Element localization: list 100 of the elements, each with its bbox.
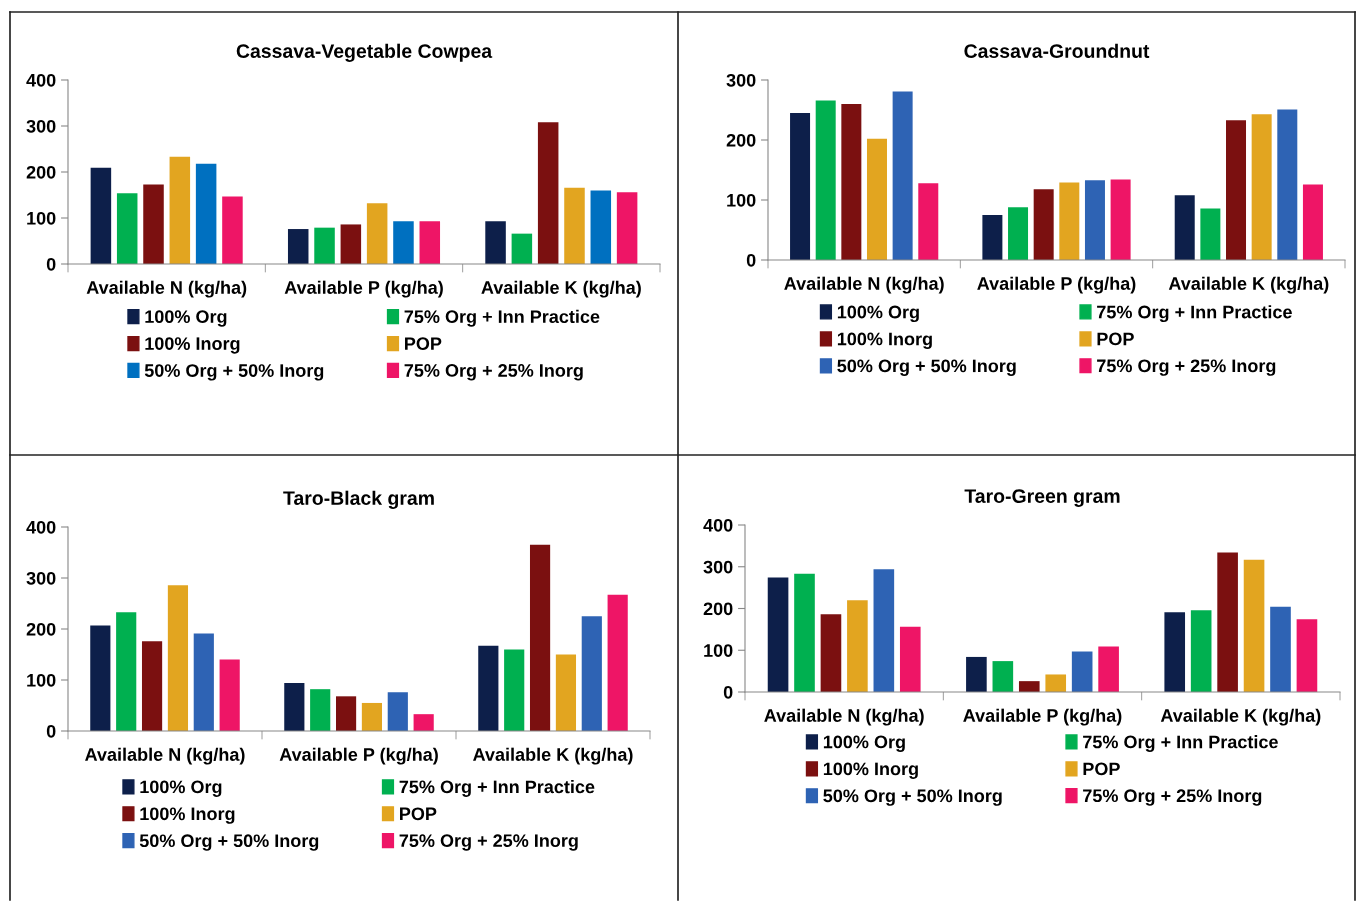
bar xyxy=(361,702,383,731)
bar xyxy=(504,649,525,731)
bar xyxy=(1045,674,1067,692)
y-tick-label: 100 xyxy=(727,193,756,207)
bar xyxy=(847,600,868,692)
legend-label: 100% Org xyxy=(823,735,905,752)
x-tick-label: Available K (kg/ha) xyxy=(1160,708,1321,726)
bar xyxy=(841,104,862,260)
bar xyxy=(193,633,214,731)
bar xyxy=(310,689,331,731)
bar xyxy=(284,683,305,731)
bar xyxy=(1110,179,1131,260)
bar xyxy=(393,221,414,264)
chart-title: Taro-Green gram xyxy=(964,489,1120,507)
legend-label: 75% Org + Inn Practice xyxy=(1097,305,1292,323)
legend-label: 75% Org + Inn Practice xyxy=(1083,735,1278,752)
chart-title: Cassava-Vegetable Cowpea xyxy=(236,43,493,62)
y-tick-label: 300 xyxy=(703,560,733,574)
x-tick-label: Available N (kg/ha) xyxy=(86,280,247,298)
bar xyxy=(1018,681,1040,692)
legend-label: POP xyxy=(1083,762,1120,776)
legend-label: 100% Org xyxy=(145,310,227,327)
chart-title: Cassava-Groundnut xyxy=(964,43,1150,58)
bar xyxy=(141,641,163,731)
legend-label: 100% Inorg xyxy=(823,762,918,779)
bar xyxy=(982,215,1003,260)
bar xyxy=(195,163,217,264)
y-tick-label: 0 xyxy=(46,257,56,271)
bar xyxy=(815,100,836,260)
bar xyxy=(1190,610,1212,692)
bar xyxy=(167,585,189,731)
y-tick-label: 100 xyxy=(27,673,56,687)
bar xyxy=(1277,109,1298,260)
x-tick-label: Available N (kg/ha) xyxy=(784,276,944,294)
y-tick-label: 200 xyxy=(26,622,56,636)
bar xyxy=(478,645,499,731)
y-tick-label: 300 xyxy=(26,119,56,133)
bar xyxy=(1243,559,1265,692)
legend-label: 100% Org xyxy=(837,305,919,323)
bar xyxy=(1164,612,1186,692)
y-tick-label: 300 xyxy=(726,73,756,87)
legend-label: 75% Org + 25% Inorg xyxy=(1083,789,1262,806)
bar xyxy=(918,183,939,260)
y-tick-label: 300 xyxy=(26,571,56,585)
bar xyxy=(1270,606,1291,692)
y-tick-label: 100 xyxy=(704,644,733,657)
bar xyxy=(116,193,138,264)
x-tick-label: Available P (kg/ha) xyxy=(279,747,438,765)
bar xyxy=(1302,184,1323,260)
bar xyxy=(1059,182,1080,260)
x-tick-label: Available K (kg/ha) xyxy=(1168,276,1329,294)
y-tick-label: 400 xyxy=(26,73,56,87)
bar xyxy=(219,659,240,731)
bar xyxy=(820,614,842,692)
bar xyxy=(790,113,811,260)
bar xyxy=(899,626,921,692)
bar xyxy=(314,227,335,264)
bar xyxy=(90,167,112,264)
bar xyxy=(1251,114,1272,260)
bar xyxy=(555,654,577,731)
bar xyxy=(581,616,602,731)
bar xyxy=(1084,180,1105,260)
bar xyxy=(616,192,638,264)
y-tick-label: 200 xyxy=(703,602,733,616)
x-tick-label: Available K (kg/ha) xyxy=(481,280,641,298)
legend-label: 75% Org + 25% Inorg xyxy=(1097,359,1276,376)
bar xyxy=(169,156,191,264)
bar xyxy=(1008,207,1029,260)
legend-label: 50% Org + 50% Inorg xyxy=(823,789,1002,806)
x-tick-label: Available P (kg/ha) xyxy=(284,280,443,298)
bar xyxy=(335,696,357,731)
bar xyxy=(794,573,815,692)
legend-label: 75% Org + Inn Practice xyxy=(404,309,600,327)
y-tick-label: 400 xyxy=(703,518,733,532)
bar xyxy=(966,656,987,692)
bar xyxy=(413,714,434,731)
bar xyxy=(387,692,408,731)
bar xyxy=(1098,646,1119,692)
legend-label: 100% Inorg xyxy=(145,337,240,354)
bar xyxy=(222,196,243,264)
y-tick-label: 0 xyxy=(723,685,733,699)
bar xyxy=(1200,208,1221,260)
bar xyxy=(1174,195,1195,260)
bar xyxy=(607,594,628,731)
x-tick-label: Available N (kg/ha) xyxy=(764,708,924,726)
bar xyxy=(873,569,895,692)
chart-title: Taro-Black gram xyxy=(283,490,434,509)
legend-label: POP xyxy=(1097,332,1134,346)
legend-label: 100% Inorg xyxy=(837,332,932,349)
bar xyxy=(992,661,1014,692)
bar xyxy=(537,122,559,264)
x-tick-label: Available N (kg/ha) xyxy=(85,747,245,765)
bar xyxy=(1296,619,1318,692)
bar xyxy=(485,221,506,264)
bar xyxy=(1071,651,1093,692)
bar xyxy=(419,221,441,264)
bar xyxy=(590,190,612,264)
bar xyxy=(564,187,585,264)
bar xyxy=(340,224,362,264)
bar xyxy=(116,612,137,731)
